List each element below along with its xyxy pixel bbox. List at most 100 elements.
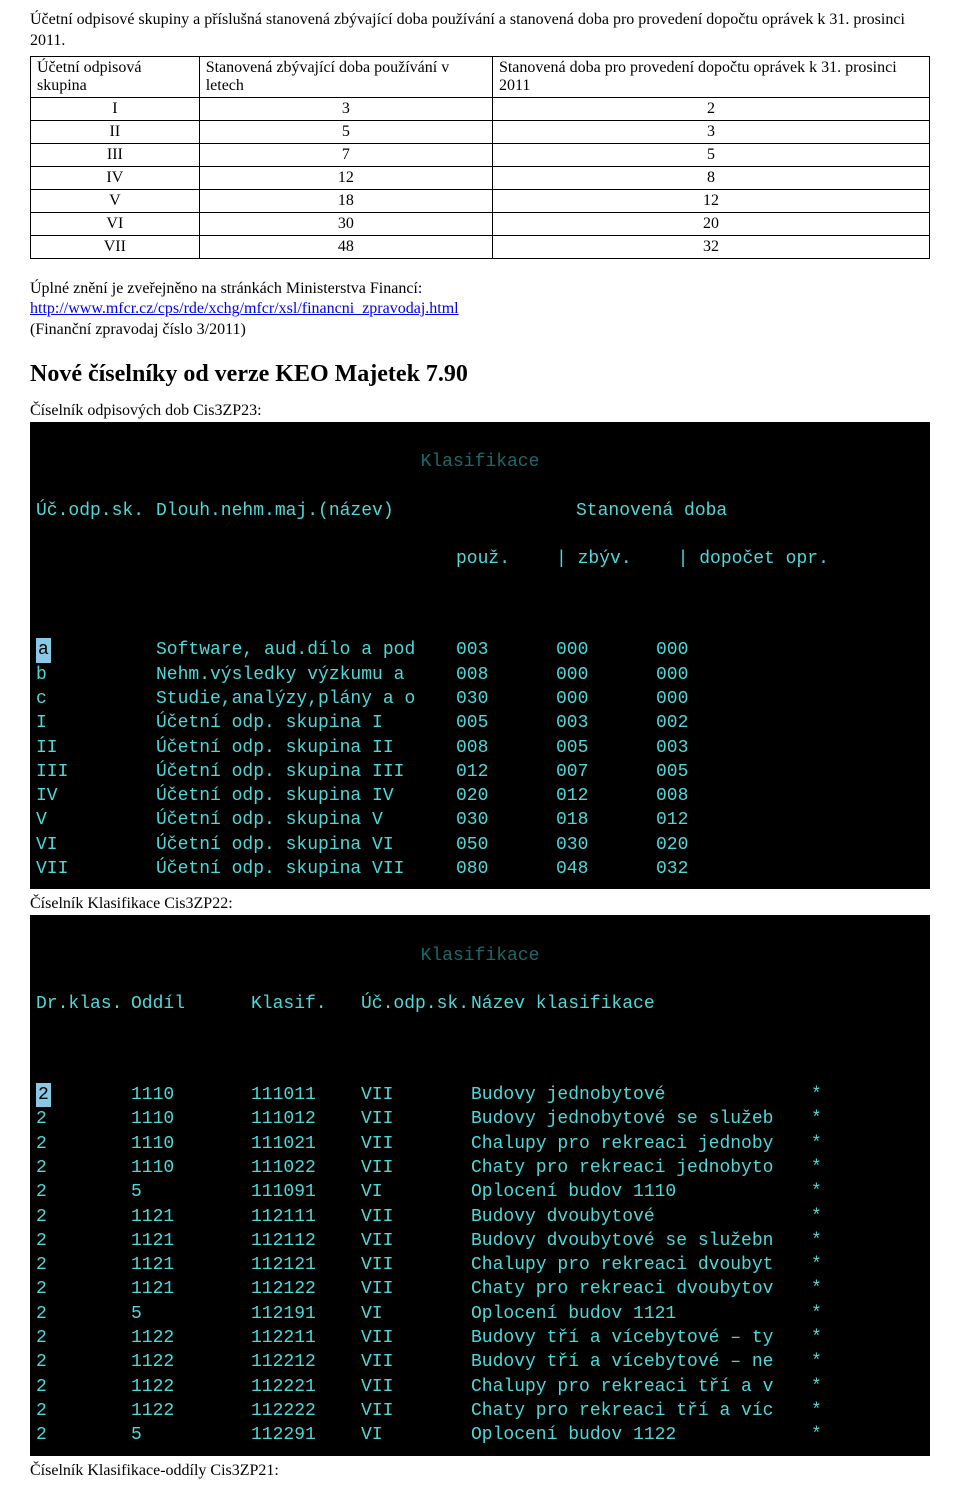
note-line3: (Finanční zpravodaj číslo 3/2011) xyxy=(30,320,930,341)
cell-zbyv: 000 xyxy=(556,638,656,662)
mfcr-link[interactable]: http://www.mfcr.cz/cps/rde/xchg/mfcr/xsl… xyxy=(30,300,459,317)
cell-dr: 2 xyxy=(36,1083,131,1107)
cell-dopocet: 5 xyxy=(492,143,929,166)
cell-nazev: Chaty pro rekreaci jednobyto xyxy=(471,1156,811,1180)
cell-name: Účetní odp. skupina VII xyxy=(156,857,456,881)
term2-row: 21110111011VIIBudovy jednobytové* xyxy=(36,1083,924,1107)
cell-dopocet: 2 xyxy=(492,97,929,120)
term2-row: 21122112211VIIBudovy tří a vícebytové – … xyxy=(36,1326,924,1350)
table-header-row: Účetní odpisová skupina Stanovená zbývaj… xyxy=(31,56,930,97)
term1-title: Klasifikace xyxy=(36,450,924,474)
term1-row: bNehm.výsledky výzkumu a008000000 xyxy=(36,663,924,687)
term2-h4: Úč.odp.sk. xyxy=(361,992,471,1016)
cell-dop: 032 xyxy=(656,857,756,881)
cell-asterisk: * xyxy=(811,1132,826,1156)
th-skupina: Účetní odpisová skupina xyxy=(31,56,200,97)
cell-oddil: 1122 xyxy=(131,1399,251,1423)
cell-dr: 2 xyxy=(36,1399,131,1423)
term2-row: 21110111022VIIChaty pro rekreaci jednoby… xyxy=(36,1156,924,1180)
table-row: V1812 xyxy=(31,189,930,212)
cell-nazev: Budovy jednobytové se služeb xyxy=(471,1107,811,1131)
th-zbyv: Stanovená zbývající doba používání v let… xyxy=(199,56,492,97)
cell-pouz: 020 xyxy=(456,784,556,808)
cell-pouz: 080 xyxy=(456,857,556,881)
cell-dop: 003 xyxy=(656,736,756,760)
cell-dopocet: 32 xyxy=(492,235,929,258)
th-dopocet: Stanovená doba pro provedení dopočtu opr… xyxy=(492,56,929,97)
cell-klasif: 111022 xyxy=(251,1156,361,1180)
section-heading: Nové číselníky od verze KEO Majetek 7.90 xyxy=(30,361,930,388)
cell-dr: 2 xyxy=(36,1107,131,1131)
cell-name: Účetní odp. skupina V xyxy=(156,808,456,832)
cell-dr: 2 xyxy=(36,1302,131,1326)
cursor-cell: a xyxy=(36,638,51,662)
cell-code: a xyxy=(36,638,156,662)
cell-oddil: 5 xyxy=(131,1423,251,1447)
term1-row: IIIÚčetní odp. skupina III012007005 xyxy=(36,760,924,784)
cell-asterisk: * xyxy=(811,1205,826,1229)
cell-sk: VII xyxy=(361,1083,471,1107)
cell-asterisk: * xyxy=(811,1083,826,1107)
cell-dr: 2 xyxy=(36,1229,131,1253)
cell-nazev: Oplocení budov 1121 xyxy=(471,1302,811,1326)
term1-header-row1: Úč.odp.sk.Dlouh.nehm.maj.(název) Stanove… xyxy=(36,499,924,523)
cell-klasif: 112121 xyxy=(251,1253,361,1277)
full-note: Úplné znění je zveřejněno na stránkách M… xyxy=(30,279,930,341)
cell-pouz: 030 xyxy=(456,808,556,832)
cell-nazev: Chalupy pro rekreaci tří a v xyxy=(471,1375,811,1399)
cell-zbyv: 18 xyxy=(199,189,492,212)
terminal-cis3zp22: Klasifikace Dr.klas.OddílKlasif.Úč.odp.s… xyxy=(30,915,930,1455)
cell-skupina: I xyxy=(31,97,200,120)
term2-h1: Dr.klas. xyxy=(36,992,131,1016)
cell-skupina: VI xyxy=(31,212,200,235)
cell-pouz: 030 xyxy=(456,687,556,711)
cell-dopocet: 8 xyxy=(492,166,929,189)
cell-name: Účetní odp. skupina III xyxy=(156,760,456,784)
cell-asterisk: * xyxy=(811,1277,826,1301)
cell-dr: 2 xyxy=(36,1326,131,1350)
term1-h3: Stanovená doba xyxy=(576,501,727,521)
table-row: III75 xyxy=(31,143,930,166)
cell-dr: 2 xyxy=(36,1132,131,1156)
cell-code: b xyxy=(36,663,156,687)
cursor-cell: 2 xyxy=(36,1083,51,1107)
cell-klasif: 112291 xyxy=(251,1423,361,1447)
cis1-label: Číselník odpisových dob Cis3ZP23: xyxy=(30,402,930,420)
term2-row: 21121112121VIIChalupy pro rekreaci dvoub… xyxy=(36,1253,924,1277)
cell-nazev: Budovy jednobytové xyxy=(471,1083,811,1107)
cell-zbyv: 012 xyxy=(556,784,656,808)
odpis-table: Účetní odpisová skupina Stanovená zbývaj… xyxy=(30,56,930,259)
cell-zbyv: 007 xyxy=(556,760,656,784)
cell-zbyv: 12 xyxy=(199,166,492,189)
cell-oddil: 1121 xyxy=(131,1229,251,1253)
cell-klasif: 112111 xyxy=(251,1205,361,1229)
term2-row: 21122112222VIIChaty pro rekreaci tří a v… xyxy=(36,1399,924,1423)
cell-nazev: Chaty pro rekreaci dvoubytov xyxy=(471,1277,811,1301)
table-row: II53 xyxy=(31,120,930,143)
term2-row: 25112191VIOplocení budov 1121* xyxy=(36,1302,924,1326)
term2-row: 21110111021VIIChalupy pro rekreaci jedno… xyxy=(36,1132,924,1156)
cell-oddil: 1121 xyxy=(131,1205,251,1229)
cell-zbyv: 048 xyxy=(556,857,656,881)
cell-dop: 000 xyxy=(656,687,756,711)
cell-nazev: Chalupy pro rekreaci jednoby xyxy=(471,1132,811,1156)
term1-row: VIIÚčetní odp. skupina VII080048032 xyxy=(36,857,924,881)
cell-name: Účetní odp. skupina II xyxy=(156,736,456,760)
term2-header: Dr.klas.OddílKlasif.Úč.odp.sk.Název klas… xyxy=(36,992,924,1016)
cell-oddil: 1122 xyxy=(131,1375,251,1399)
table-row: VI3020 xyxy=(31,212,930,235)
cell-dr: 2 xyxy=(36,1423,131,1447)
cell-nazev: Budovy dvoubytové xyxy=(471,1205,811,1229)
cell-klasif: 112222 xyxy=(251,1399,361,1423)
term2-row: 21122112221VIIChalupy pro rekreaci tří a… xyxy=(36,1375,924,1399)
cell-oddil: 1110 xyxy=(131,1156,251,1180)
cell-sk: VII xyxy=(361,1156,471,1180)
cell-klasif: 112221 xyxy=(251,1375,361,1399)
cell-oddil: 1110 xyxy=(131,1083,251,1107)
term2-row: 21121112122VIIChaty pro rekreaci dvoubyt… xyxy=(36,1277,924,1301)
term2-h3: Klasif. xyxy=(251,992,361,1016)
cell-skupina: II xyxy=(31,120,200,143)
term1-h-zbyv: zbýv. xyxy=(578,547,678,571)
cell-dr: 2 xyxy=(36,1350,131,1374)
cell-asterisk: * xyxy=(811,1180,826,1204)
